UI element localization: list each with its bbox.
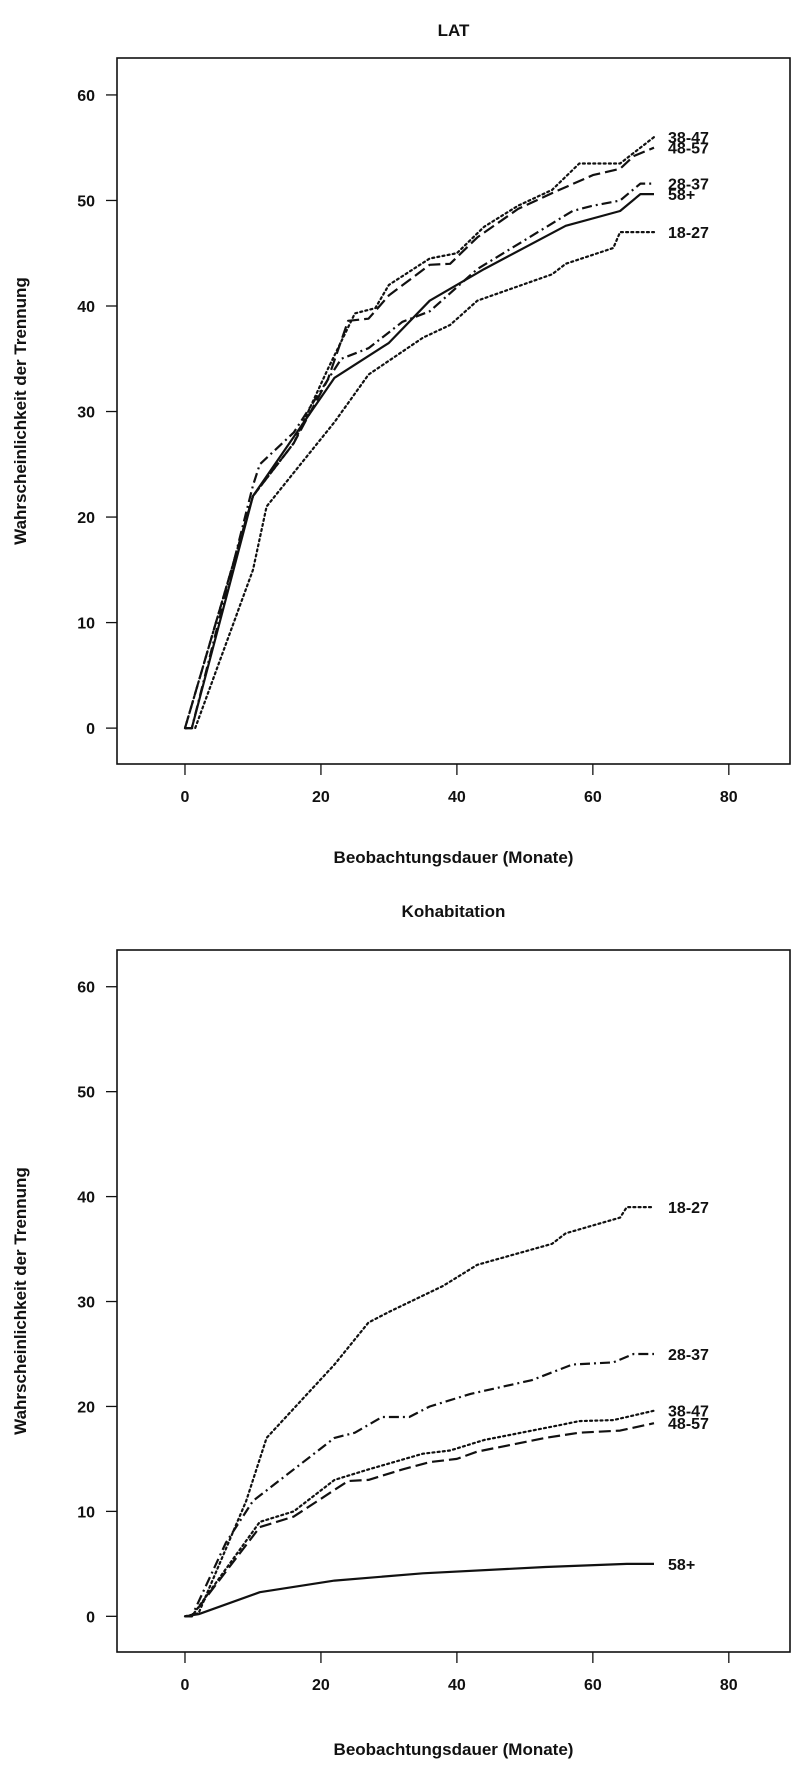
x-tick-label: 60 — [584, 789, 602, 806]
x-tick-label: 0 — [181, 789, 190, 806]
x-tick-label: 40 — [448, 789, 466, 806]
y-tick-label: 30 — [77, 405, 95, 422]
y-tick-label: 0 — [86, 1609, 95, 1626]
series-line-28-37 — [185, 182, 654, 730]
series-line-48-57 — [183, 146, 655, 729]
chart-1: LAT 0 20 40 60 80 0 10 20 30 40 50 60 Beobachtungsdau… — [11, 21, 791, 867]
series-line-48-57 — [185, 1422, 655, 1618]
series-line-38-47 — [183, 1409, 656, 1618]
x-tick-label: 0 — [181, 1677, 190, 1694]
series-line-18-27 — [183, 231, 656, 730]
x-tick-label: 60 — [584, 1677, 602, 1694]
series-line-28-37 — [185, 1352, 654, 1618]
y-axis-label: Wahrscheinlichkeit der Trennung — [11, 1167, 30, 1435]
chart-title: LAT — [438, 21, 470, 40]
y-tick-label: 60 — [77, 88, 95, 105]
x-tick-label: 20 — [312, 789, 330, 806]
y-tick-label: 20 — [77, 1399, 95, 1416]
plot-frame — [116, 57, 791, 765]
series-label-48-57: 48-57 — [668, 141, 709, 158]
series-label-18-27: 18-27 — [668, 1200, 709, 1217]
series-label-38-47: 38-47 — [668, 1404, 709, 1421]
y-tick-label: 50 — [77, 1085, 95, 1102]
series-line-58+ — [185, 193, 654, 730]
x-axis-label: Beobachtungsdauer (Monate) — [334, 848, 574, 867]
series-label-58+: 58+ — [668, 1557, 695, 1574]
y-axis-label: Wahrscheinlichkeit der Trennung — [11, 277, 30, 545]
series-label-48-57: 48-57 — [668, 1416, 709, 1433]
x-tick-label: 80 — [720, 789, 738, 806]
y-tick-label: 10 — [77, 616, 95, 633]
x-tick-label: 80 — [720, 1677, 738, 1694]
plot-frame — [116, 949, 791, 1653]
y-tick-label: 20 — [77, 510, 95, 527]
series-label-28-37: 28-37 — [668, 1347, 709, 1364]
y-tick-label: 10 — [77, 1504, 95, 1521]
chart-2: Kohabitation 0 20 40 60 80 0 10 20 30 40 50 60 Beobac… — [11, 902, 791, 1759]
y-tick-label: 40 — [77, 1190, 95, 1207]
x-tick-label: 20 — [312, 1677, 330, 1694]
y-tick-label: 60 — [77, 980, 95, 997]
y-tick-label: 50 — [77, 193, 95, 210]
series-label-28-37: 28-37 — [668, 177, 709, 194]
series-label-58+: 58+ — [668, 187, 695, 204]
x-tick-label: 40 — [448, 1677, 466, 1694]
chart-title: Kohabitation — [402, 902, 506, 921]
y-tick-label: 0 — [86, 721, 95, 738]
series-label-18-27: 18-27 — [668, 225, 709, 242]
series-line-38-47 — [183, 136, 656, 730]
series-line-58+ — [184, 1562, 654, 1618]
series-line-18-27 — [183, 1205, 656, 1618]
y-tick-label: 40 — [77, 299, 95, 316]
y-tick-label: 30 — [77, 1295, 95, 1312]
x-axis-label: Beobachtungsdauer (Monate) — [334, 1740, 574, 1759]
series-label-38-47: 38-47 — [668, 130, 709, 147]
